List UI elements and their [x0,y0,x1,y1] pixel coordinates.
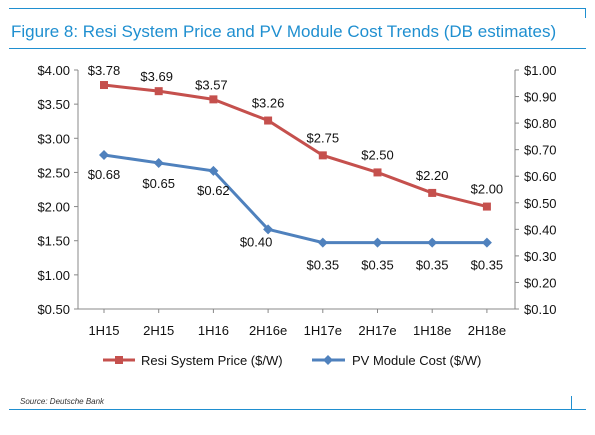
pv-module-data-label: $0.35 [471,258,504,273]
right-tick-label: $0.70 [524,143,557,158]
legend-pv-label: PV Module Cost ($/W) [352,353,481,368]
pv-module-point [99,149,109,160]
resi-price-line [103,83,488,209]
resi-price-point [318,151,327,160]
pv-module-data-label: $0.65 [142,176,175,191]
left-tick-label: $3.50 [37,97,70,112]
bottom-rule [9,409,586,410]
right-tick-label: $0.80 [524,116,557,131]
resi-price-point [428,188,437,197]
resi-price-data-label: $3.69 [140,69,173,84]
resi-price-data-label: $2.50 [361,147,394,162]
pv-module-line [103,153,487,245]
frame-corner-tick [585,8,586,18]
left-tick-label: $4.00 [37,63,70,78]
pv-module-point [427,237,438,248]
left-tick-label: $2.50 [37,165,70,180]
x-tick-label: 1H17e [304,323,342,338]
resi-price-data-label: $2.75 [307,130,340,145]
pv-module-point [372,237,383,248]
pv-module-data-label: $0.40 [240,234,273,249]
right-tick-label: $0.20 [524,275,557,290]
right-tick-label: $1.00 [524,63,557,78]
x-tick-label: 2H16e [249,323,287,338]
resi-price-point [373,168,382,177]
resi-price-data-label: $3.57 [195,77,228,92]
resi-price-point [154,87,163,96]
pv-module-data-label: $0.68 [88,167,121,182]
pv-module-data-label: $0.35 [307,258,340,273]
resi-price-point [100,81,108,90]
resi-price-data-label: $2.20 [416,168,449,183]
right-tick-label: $0.10 [524,302,557,317]
left-tick-label: $3.00 [37,131,70,146]
resi-price-data-label: $2.00 [471,182,504,197]
left-tick-label: $1.00 [37,268,70,283]
resi-price-data-label: $3.78 [88,63,121,78]
pv-module-point [263,224,274,235]
pv-module-point [481,237,492,248]
right-tick-label: $0.30 [524,249,557,264]
resi-price-point [209,95,218,104]
left-tick-label: $1.50 [37,234,70,249]
legend-resi-label: Resi System Price ($/W) [141,353,283,368]
x-tick-label: 1H16 [198,323,229,338]
figure-title: Figure 8: Resi System Price and PV Modul… [11,22,557,41]
bottom-corner-tick [571,396,572,410]
resi-price-data-label: $3.26 [252,96,285,111]
left-tick-label: $0.50 [37,302,70,317]
frame-top-rule [9,8,586,9]
x-tick-label: 1H15 [88,323,119,338]
pv-module-data-label: $0.35 [361,258,394,273]
pv-module-point [208,165,219,176]
x-tick-label: 1H18e [413,323,451,338]
pv-module-data-label: $0.35 [416,258,449,273]
legend-pv-swatch-marker [323,355,333,365]
right-tick-label: $0.90 [524,90,557,105]
pv-module-data-label: $0.62 [197,183,230,198]
title-rule [9,48,586,49]
pv-module-point [153,157,164,168]
resi-price-point [264,116,273,125]
x-tick-label: 2H17e [358,323,396,338]
right-tick-label: $0.60 [524,169,557,184]
legend-resi-swatch-marker [115,356,123,364]
pv-module-point [317,237,328,248]
x-tick-label: 2H15 [143,323,174,338]
right-tick-label: $0.40 [524,222,557,237]
source-note: Source: Deutsche Bank [20,397,105,406]
left-tick-label: $2.00 [37,200,70,215]
right-tick-label: $0.50 [524,196,557,211]
x-tick-label: 2H18e [468,323,506,338]
resi-price-point [482,202,491,211]
